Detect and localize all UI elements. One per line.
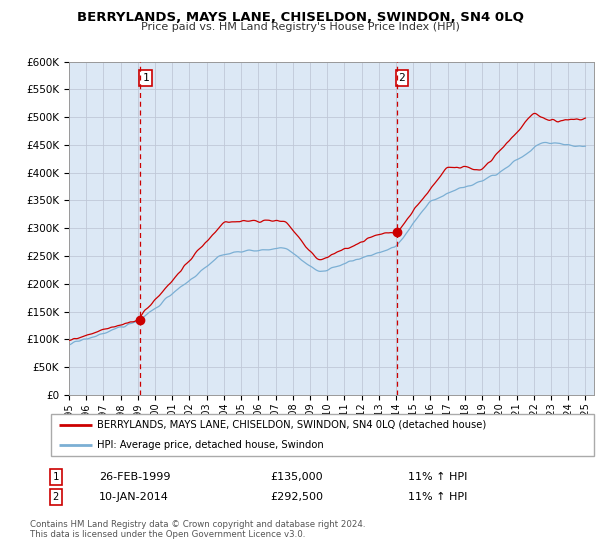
Text: HPI: Average price, detached house, Swindon: HPI: Average price, detached house, Swin… (97, 440, 324, 450)
Text: 26-FEB-1999: 26-FEB-1999 (99, 472, 170, 482)
Text: £292,500: £292,500 (270, 492, 323, 502)
Text: 1: 1 (142, 73, 149, 83)
Text: Contains HM Land Registry data © Crown copyright and database right 2024.
This d: Contains HM Land Registry data © Crown c… (30, 520, 365, 539)
Text: 10-JAN-2014: 10-JAN-2014 (99, 492, 169, 502)
Text: Price paid vs. HM Land Registry's House Price Index (HPI): Price paid vs. HM Land Registry's House … (140, 22, 460, 32)
Text: 1: 1 (53, 472, 59, 482)
Text: 2: 2 (53, 492, 59, 502)
Text: £135,000: £135,000 (270, 472, 323, 482)
Text: BERRYLANDS, MAYS LANE, CHISELDON, SWINDON, SN4 0LQ (detached house): BERRYLANDS, MAYS LANE, CHISELDON, SWINDO… (97, 420, 487, 430)
FancyBboxPatch shape (51, 414, 594, 456)
Text: 11% ↑ HPI: 11% ↑ HPI (408, 472, 467, 482)
Text: 2: 2 (398, 73, 405, 83)
Text: BERRYLANDS, MAYS LANE, CHISELDON, SWINDON, SN4 0LQ: BERRYLANDS, MAYS LANE, CHISELDON, SWINDO… (77, 11, 523, 24)
Text: 11% ↑ HPI: 11% ↑ HPI (408, 492, 467, 502)
